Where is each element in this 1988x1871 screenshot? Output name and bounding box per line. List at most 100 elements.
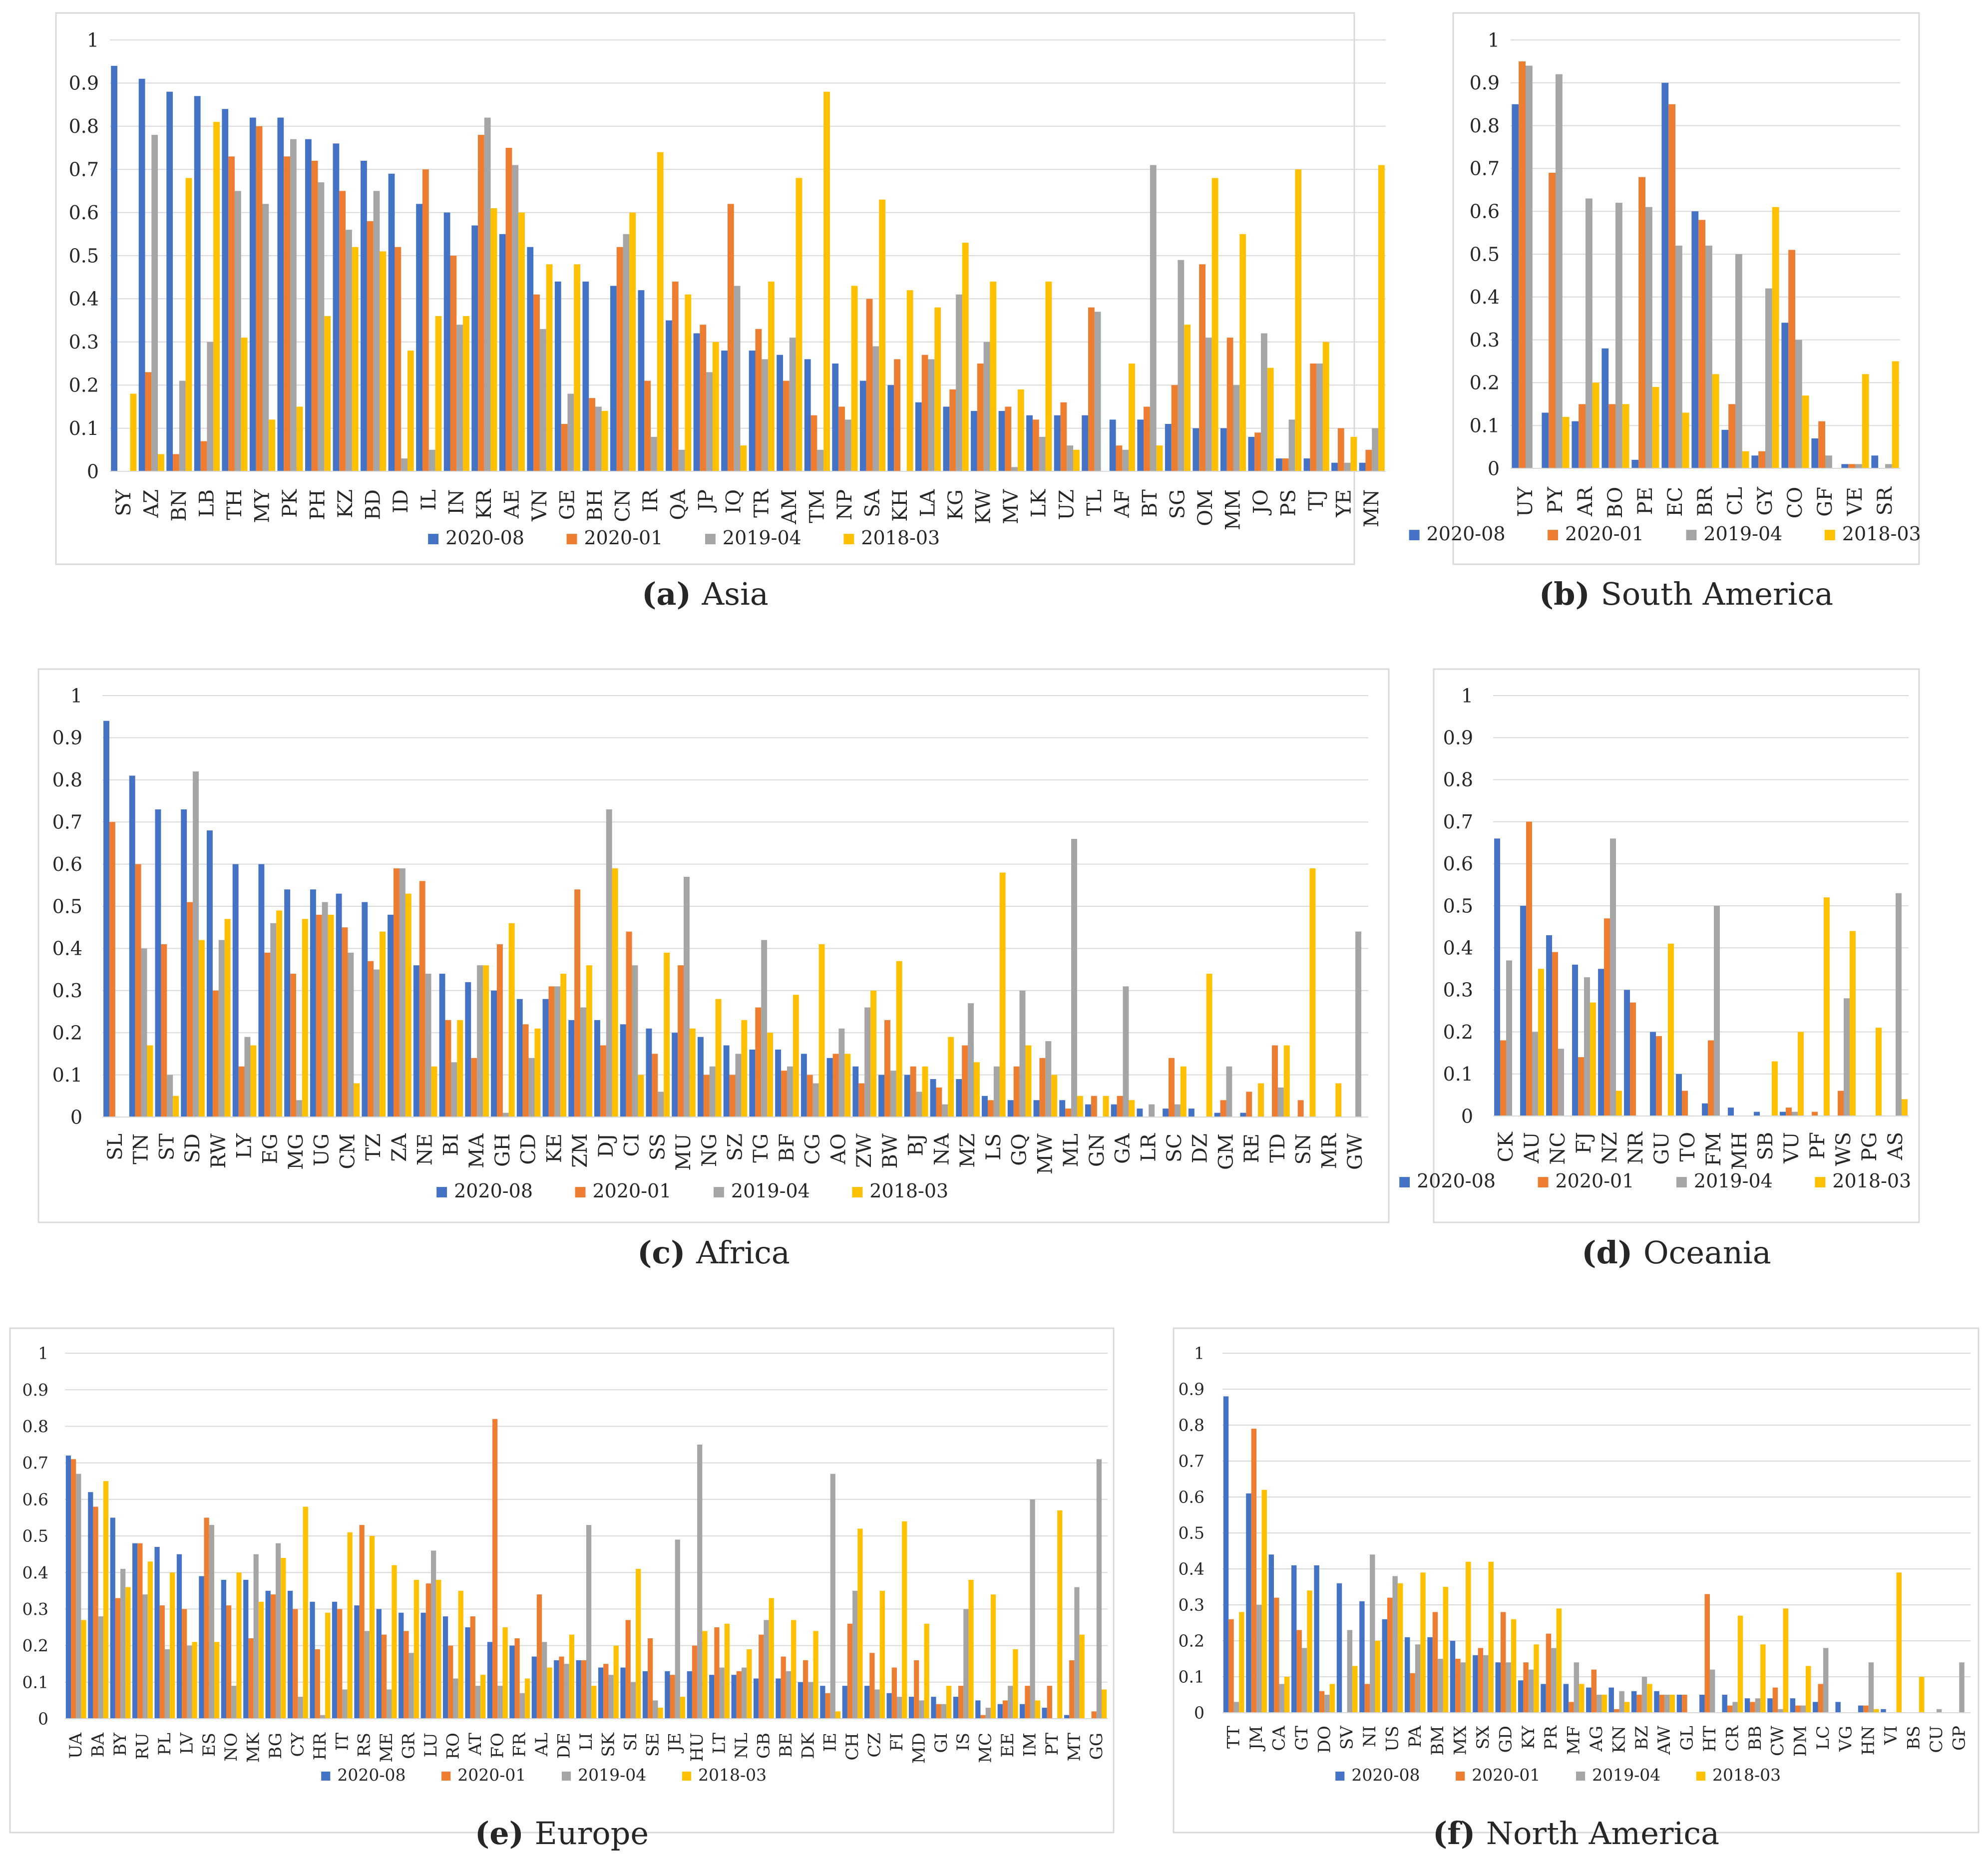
legend-item: 2020-08: [436, 1180, 533, 1202]
bar: [1542, 412, 1549, 468]
bar: [1117, 1096, 1123, 1117]
bar: [620, 1667, 626, 1719]
bar: [982, 1096, 988, 1117]
bar: [137, 1543, 143, 1719]
bar: [302, 919, 308, 1117]
x-tick-label: GI: [931, 1733, 951, 1753]
y-tick-label: 0.6: [1470, 201, 1500, 223]
x-tick-label: JE: [665, 1733, 685, 1753]
bar: [431, 1066, 437, 1117]
bar: [948, 1037, 954, 1117]
bar: [1013, 1649, 1018, 1719]
bar: [731, 1675, 737, 1719]
bar: [1532, 1032, 1538, 1116]
bar: [325, 1612, 331, 1719]
bar: [689, 1028, 696, 1117]
bar: [902, 1521, 907, 1719]
x-tick-label: LV: [177, 1732, 197, 1755]
chart-frame: [1433, 668, 1920, 1223]
chart-south-america: 0 0.1 0.2 0.3 0.4 0.5 0.6 0.7 0.8 0.9 1 UY PY AR BO PE E…: [1409, 12, 1921, 612]
y-tick-label: 0.8: [1443, 769, 1473, 791]
bar: [1556, 1608, 1562, 1713]
bar: [457, 1020, 463, 1117]
legend-label: 2019-04: [731, 1180, 810, 1202]
legend-swatch: [714, 1187, 724, 1197]
bar: [1268, 1554, 1274, 1713]
bar: [675, 1539, 680, 1719]
bar: [1795, 340, 1802, 468]
x-tick-label: LT: [710, 1733, 730, 1754]
x-tick-label: DM: [1791, 1726, 1811, 1757]
bar: [1079, 1634, 1085, 1719]
x-tick-label: PS: [1277, 489, 1300, 516]
bar: [1420, 1572, 1426, 1713]
bar: [1732, 1702, 1738, 1713]
bar: [1728, 1108, 1734, 1116]
bar: [1781, 323, 1789, 468]
bar: [632, 965, 638, 1117]
bar: [450, 256, 457, 471]
bar: [581, 1660, 586, 1719]
legend-item: 2020-08: [1409, 523, 1506, 545]
y-tick-label: 0.4: [52, 938, 82, 960]
bar: [453, 1678, 458, 1719]
bar: [727, 204, 734, 471]
bar: [1780, 1112, 1786, 1116]
bar: [1795, 1705, 1801, 1713]
bar: [185, 178, 192, 472]
x-tick-label: SB: [1754, 1132, 1777, 1160]
bar: [1169, 1058, 1175, 1117]
bar: [1005, 406, 1012, 471]
legend-item: 2019-04: [705, 527, 801, 549]
bar: [1233, 1702, 1239, 1713]
legend-label: 2019-04: [723, 527, 801, 549]
caption-letter: (a): [642, 576, 702, 612]
bar: [200, 441, 207, 471]
bar: [179, 380, 186, 471]
bar: [1608, 404, 1615, 468]
y-tick-label: 0.5: [22, 1526, 48, 1546]
bar: [1478, 1648, 1484, 1713]
bar: [749, 1049, 756, 1117]
bar: [620, 1024, 626, 1117]
bar: [1054, 415, 1061, 471]
bar: [422, 169, 429, 471]
bar: [1288, 419, 1295, 471]
bar: [456, 325, 463, 471]
bar: [1885, 464, 1892, 468]
bar: [181, 809, 187, 1117]
x-tick-label: SL: [104, 1133, 127, 1160]
x-tick-label: PL: [155, 1733, 175, 1755]
bar: [151, 135, 158, 472]
x-tick-label: SX: [1473, 1725, 1493, 1749]
bar: [968, 1003, 974, 1117]
bar: [1109, 419, 1116, 471]
bar: [1855, 464, 1862, 468]
legend-label: 2020-01: [1472, 1765, 1540, 1785]
bar: [1512, 104, 1519, 468]
x-tick-label: JP: [695, 489, 718, 513]
bar: [1563, 1684, 1569, 1713]
bar: [305, 139, 312, 472]
bar: [697, 1445, 703, 1719]
bar: [904, 1075, 910, 1117]
bar: [187, 1645, 192, 1719]
bar: [1699, 1695, 1705, 1713]
bar: [361, 160, 367, 471]
x-tick-label: PT: [1042, 1733, 1062, 1756]
bar: [1267, 368, 1274, 471]
bar: [678, 965, 684, 1117]
x-tick-label: IQ: [723, 489, 746, 514]
chart-caption: (d) Oceania: [1582, 1234, 1771, 1271]
bar: [934, 307, 941, 471]
legend-swatch: [852, 1187, 863, 1197]
x-tick-label: KH: [889, 489, 912, 522]
x-tick-label: PK: [279, 489, 302, 518]
bar: [606, 809, 612, 1117]
x-tick-label: NO: [221, 1733, 241, 1762]
bar: [1631, 1691, 1637, 1713]
x-tick-label: SZ: [724, 1133, 747, 1161]
bar: [724, 1623, 730, 1719]
bar: [1682, 1091, 1688, 1116]
x-tick-label: BE: [776, 1733, 796, 1758]
